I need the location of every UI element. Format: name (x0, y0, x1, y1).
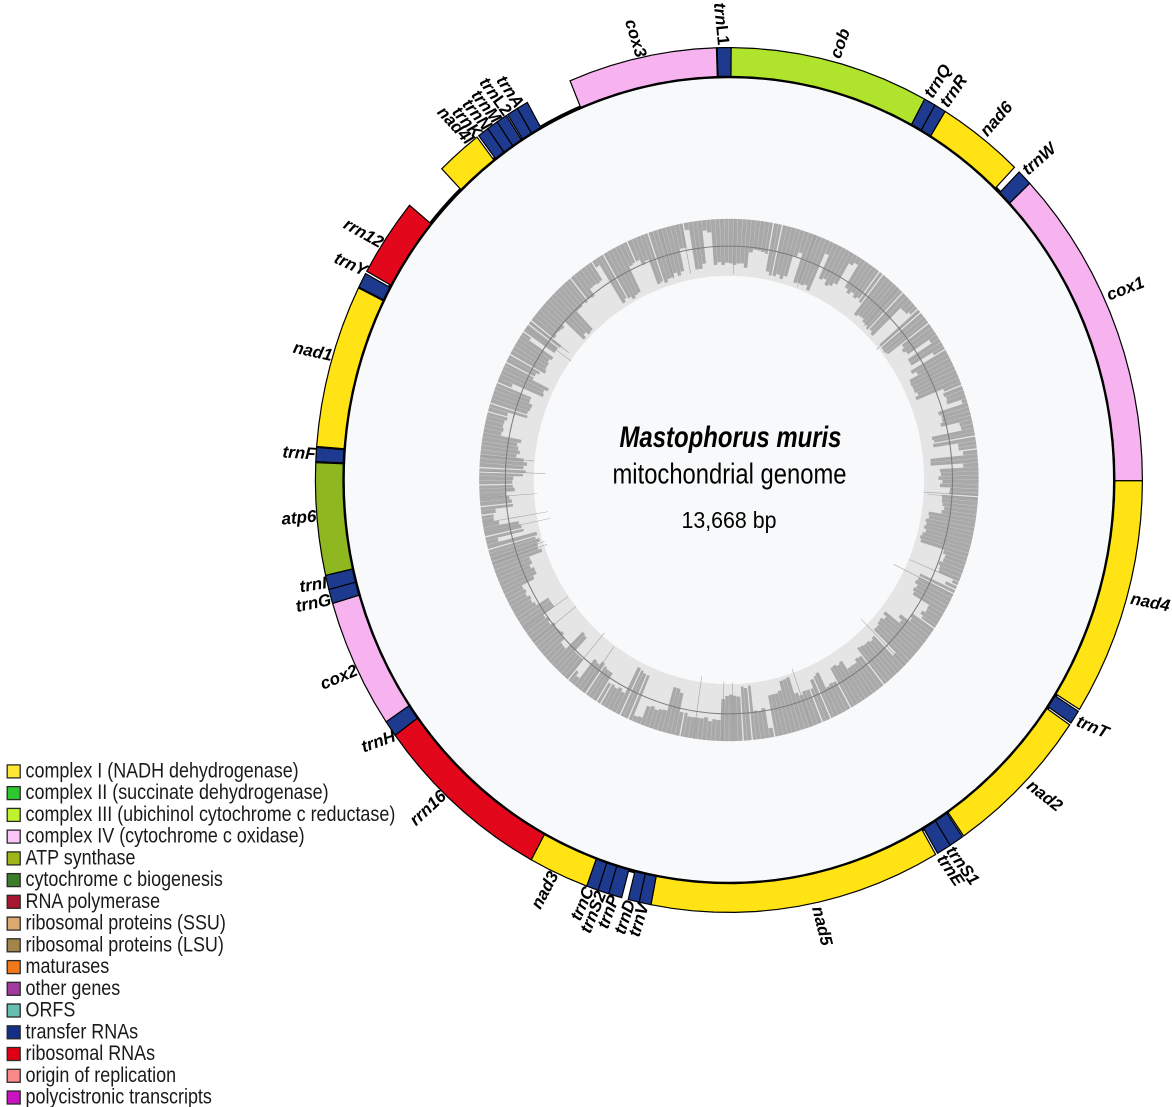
svg-text:trnI: trnI (298, 573, 329, 596)
svg-text:ribosomal RNAs: ribosomal RNAs (26, 1042, 156, 1066)
svg-text:mitochondrial genome: mitochondrial genome (613, 459, 847, 491)
svg-text:origin of replication: origin of replication (26, 1064, 177, 1088)
svg-text:atp6: atp6 (281, 507, 318, 529)
svg-text:ATP synthase: ATP synthase (26, 846, 136, 870)
svg-text:Mastophorus muris: Mastophorus muris (620, 421, 842, 454)
svg-text:RNA polymerase: RNA polymerase (26, 890, 161, 914)
svg-text:maturases: maturases (26, 955, 110, 979)
svg-text:13,668 bp: 13,668 bp (682, 507, 777, 533)
svg-text:complex III (ubichinol cytochr: complex III (ubichinol cytochrome c redu… (26, 803, 396, 827)
svg-text:transfer RNAs: transfer RNAs (26, 1020, 139, 1044)
svg-text:complex IV (cytochrome c oxida: complex IV (cytochrome c oxidase) (26, 824, 305, 848)
svg-text:ribosomal proteins (LSU): ribosomal proteins (LSU) (26, 933, 224, 957)
svg-text:trnL1: trnL1 (710, 2, 733, 46)
svg-text:other genes: other genes (26, 977, 121, 1001)
svg-text:ribosomal proteins (SSU): ribosomal proteins (SSU) (26, 911, 226, 935)
svg-text:ORFS: ORFS (26, 998, 76, 1022)
svg-text:trnF: trnF (282, 442, 317, 463)
svg-text:polycistronic transcripts: polycistronic transcripts (26, 1085, 213, 1107)
svg-text:complex I (NADH dehydrogenase): complex I (NADH dehydrogenase) (26, 759, 299, 783)
svg-text:complex II (succinate dehydrog: complex II (succinate dehydrogenase) (26, 781, 329, 805)
svg-text:cytochrome c biogenesis: cytochrome c biogenesis (26, 868, 224, 892)
